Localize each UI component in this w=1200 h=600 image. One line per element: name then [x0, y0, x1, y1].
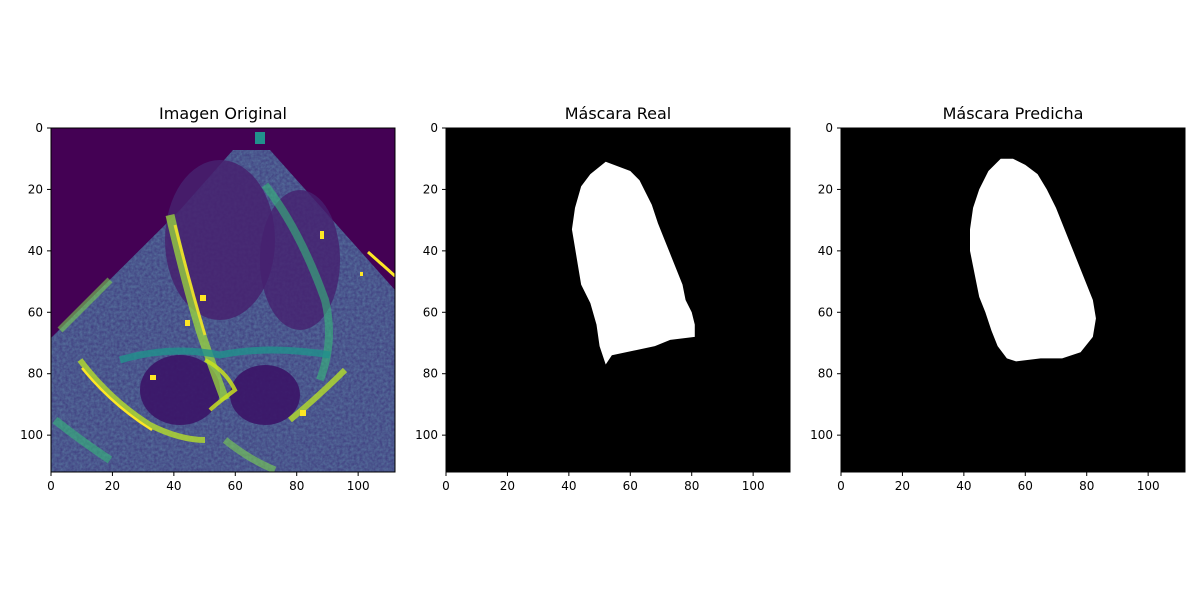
y-tick-label: 0	[35, 121, 43, 135]
y-tick-label: 20	[818, 182, 833, 196]
y-tick-label: 40	[423, 244, 438, 258]
y-tick-label: 80	[423, 367, 438, 381]
y-tick-label: 20	[423, 182, 438, 196]
cavity-right-atrium	[230, 365, 300, 425]
y-tick-label: 0	[430, 121, 438, 135]
x-tick-label: 60	[1018, 479, 1033, 493]
cavity-left-ventricle	[165, 160, 275, 320]
panel-predicted-mask: Máscara Predicha 0 20 40 60 80 100 0 20 40 60 80 10…	[810, 104, 1186, 493]
axes-frame	[50, 127, 396, 473]
y-tick-label: 80	[818, 367, 833, 381]
y-tick-label: 0	[825, 121, 833, 135]
x-tick-label: 40	[956, 479, 971, 493]
echo-image	[51, 128, 395, 472]
tick-labels: 0 20 40 60 80 100 0 20 40 60 80 100	[20, 121, 370, 493]
x-tick-label: 0	[47, 479, 55, 493]
y-tick-label: 60	[818, 305, 833, 319]
x-tick-label: 80	[1079, 479, 1094, 493]
valve-plane	[118, 346, 331, 364]
y-tick-label: 60	[28, 305, 43, 319]
panel-title-predicted-mask: Máscara Predicha	[943, 104, 1084, 123]
axes-frame	[445, 127, 791, 473]
tick-labels: 0 20 40 60 80 100 0 20 40 60 80 100	[810, 121, 1160, 493]
panel-real-mask: Máscara Real 0 20 40 60 80 100 0 20 40 60 80 100	[415, 104, 791, 493]
y-tick-label: 40	[28, 244, 43, 258]
y-tick-label: 80	[28, 367, 43, 381]
y-tick-label: 20	[28, 182, 43, 196]
panel-title-real-mask: Máscara Real	[565, 104, 672, 123]
cavity-left-atrium	[140, 355, 220, 425]
y-tick-label: 100	[20, 428, 43, 442]
x-tick-label: 100	[742, 479, 765, 493]
x-tick-label: 40	[561, 479, 576, 493]
real-mask-region	[571, 161, 695, 365]
y-tick-label: 100	[415, 428, 438, 442]
y-tick-label: 60	[423, 305, 438, 319]
x-tick-label: 60	[228, 479, 243, 493]
x-tick-label: 20	[105, 479, 120, 493]
tick-labels: 0 20 40 60 80 100 0 20 40 60 80 100	[415, 121, 765, 493]
x-tick-label: 40	[166, 479, 181, 493]
x-tick-label: 100	[1137, 479, 1160, 493]
x-tick-label: 20	[500, 479, 515, 493]
x-tick-label: 0	[837, 479, 845, 493]
y-tick-label: 100	[810, 428, 833, 442]
axes-frame	[840, 127, 1186, 473]
septum-wall	[165, 213, 230, 402]
x-tick-label: 80	[684, 479, 699, 493]
x-tick-label: 20	[895, 479, 910, 493]
x-tick-label: 0	[442, 479, 450, 493]
x-tick-label: 100	[347, 479, 370, 493]
panel-original-image: Imagen Original	[20, 104, 396, 493]
atrial-wall-bright	[77, 358, 206, 443]
panel-title-original: Imagen Original	[159, 104, 287, 123]
y-tick-label: 40	[818, 244, 833, 258]
x-tick-label: 60	[623, 479, 638, 493]
predicted-mask-region	[970, 158, 1096, 362]
x-tick-label: 80	[289, 479, 304, 493]
